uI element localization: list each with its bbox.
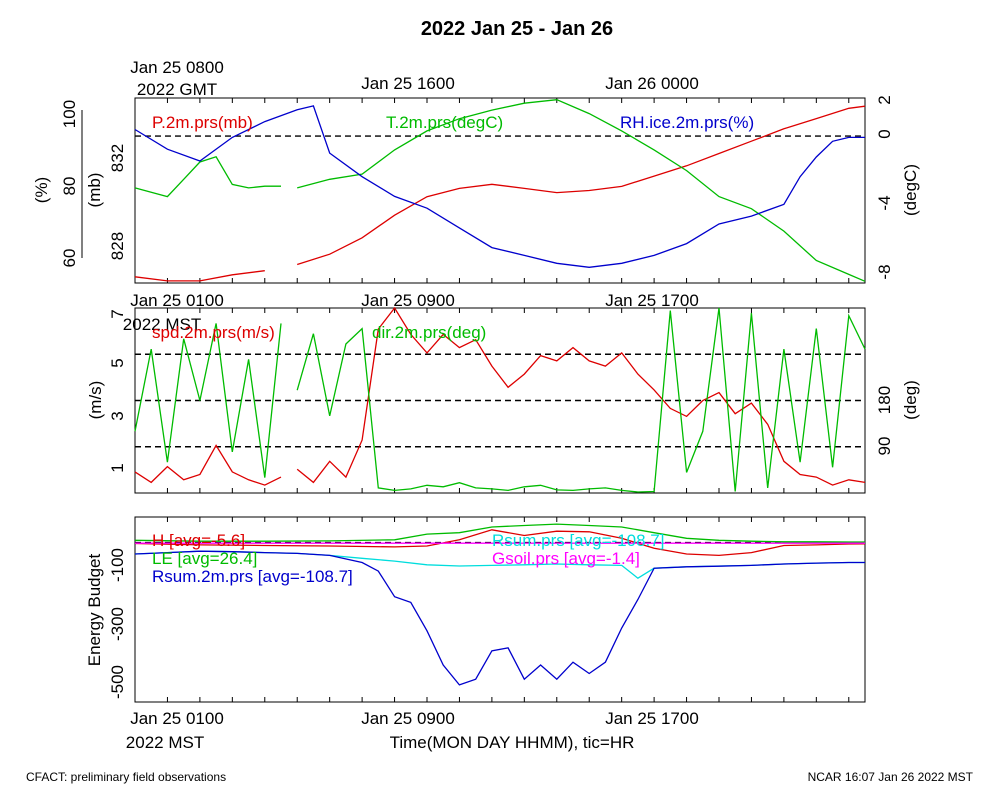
bottom-axis-tick-label: Jan 25 1700 — [605, 709, 699, 728]
top-axis-year-label: 2022 GMT — [137, 80, 217, 99]
series-line-red — [134, 529, 866, 557]
temperature-tick-label: 2 — [875, 95, 894, 104]
panel-wind: 1 3 5 7 (m/s) 90 180 (deg) spd.2m.prs(m/… — [86, 306, 920, 494]
series-line-red — [296, 306, 866, 486]
middle-axis-tick-label: Jan 25 1700 — [605, 291, 699, 310]
top-axis-first-label: Jan 25 0800 — [130, 58, 224, 77]
series-line-green — [297, 99, 866, 282]
speed-tick-label: 7 — [108, 309, 127, 318]
series-line-red — [297, 105, 866, 266]
legend-gsoil: Gsoil.prs [avg=-1.4] — [492, 549, 640, 568]
temperature-tick-label: -8 — [875, 264, 894, 279]
pressure-axis-label: (mb) — [85, 173, 104, 208]
top-axis-tick-label: Jan 26 0000 — [605, 74, 699, 93]
legend-rh: RH.ice.2m.prs(%) — [620, 113, 754, 132]
pressure-tick-label: 832 — [108, 144, 127, 172]
legend-speed: spd.2m.prs(m/s) — [152, 323, 275, 342]
middle-axis-tick-label: Jan 25 0900 — [361, 291, 455, 310]
temperature-tick-label: 0 — [875, 129, 894, 138]
legend-temperature: T.2m.prs(degC) — [386, 113, 503, 132]
series-line-green — [134, 523, 865, 543]
panel-3-ticks — [134, 517, 850, 702]
legend-latent-heat: LE [avg=26.4] — [152, 549, 257, 568]
series-line-red — [134, 270, 265, 282]
legend-rsum-prs: Rsum.prs [avg=-108.7] — [492, 531, 664, 550]
energy-tick-label: -100 — [108, 548, 127, 582]
footer-right: NCAR 16:07 Jan 26 2022 MST — [808, 770, 974, 784]
legend-rsum-2m: Rsum.2m.prs [avg=-108.7] — [152, 567, 353, 586]
rh-tick-label: 80 — [60, 177, 79, 196]
series-line-green — [134, 156, 281, 198]
panel-1-frame — [134, 97, 866, 284]
panel-3-series-lines — [134, 523, 866, 686]
x-axis-title: Time(MON DAY HHMM), tic=HR — [390, 733, 635, 752]
direction-tick-label: 90 — [875, 437, 894, 456]
top-axis-tick-label: Jan 25 1600 — [361, 74, 455, 93]
direction-tick-label: 180 — [875, 386, 894, 414]
legend-sensible-heat: H [avg=-5.6] — [152, 531, 245, 550]
panel-1-series-lines — [134, 99, 866, 282]
series-line-green — [134, 323, 282, 478]
bottom-axis-first-label: Jan 25 0100 — [130, 709, 224, 728]
series-line-blue — [134, 105, 865, 268]
energy-tick-label: -500 — [108, 665, 127, 699]
series-line-red — [134, 444, 282, 486]
footer-left: CFACT: preliminary field observations — [26, 770, 226, 784]
series-line-green — [296, 307, 866, 493]
speed-tick-label: 1 — [108, 463, 127, 472]
panel-3-frame — [134, 516, 866, 703]
middle-axis-year-label: 2022 MST — [123, 315, 201, 334]
bottom-axis-tick-label: Jan 25 0900 — [361, 709, 455, 728]
rh-tick-label: 60 — [60, 249, 79, 268]
panel-pressure-temperature-rh: 100 80 60 (%) 832 828 (mb) -8 -4 0 2 (de… — [32, 95, 920, 284]
series-line-blue — [134, 550, 865, 686]
rh-axis-label: (%) — [32, 177, 51, 203]
middle-axis-first-label: Jan 25 0100 — [130, 291, 224, 310]
temperature-axis-label: (degC) — [901, 164, 920, 216]
panel-energy-budget: -100 -300 -500 Energy Budget H [avg=-5.6… — [85, 516, 866, 703]
energy-axis-label: Energy Budget — [85, 553, 104, 666]
rh-tick-label: 100 — [60, 100, 79, 128]
speed-tick-label: 5 — [108, 358, 127, 367]
speed-axis-label: (m/s) — [86, 381, 105, 420]
legend-pressure: P.2m.prs(mb) — [152, 113, 253, 132]
panel-2-series-lines — [134, 306, 866, 493]
pressure-tick-label: 828 — [108, 232, 127, 260]
temperature-tick-label: -4 — [875, 195, 894, 210]
panel-1-ticks — [134, 98, 850, 283]
speed-tick-label: 3 — [108, 411, 127, 420]
direction-axis-label: (deg) — [901, 380, 920, 420]
energy-tick-label: -300 — [108, 607, 127, 641]
panel-2-reference-lines — [135, 353, 865, 448]
legend-direction: dir.2m.prs(deg) — [372, 323, 486, 342]
bottom-axis-year-label: 2022 MST — [126, 733, 204, 752]
chart-title: 2022 Jan 25 - Jan 26 — [421, 18, 613, 40]
